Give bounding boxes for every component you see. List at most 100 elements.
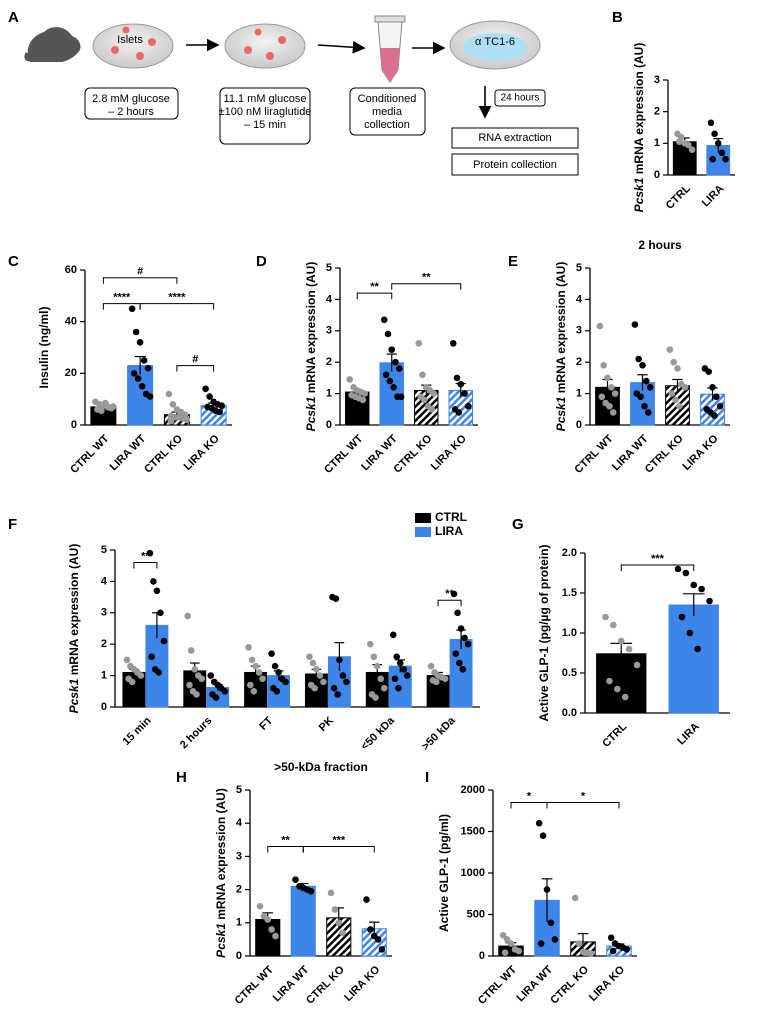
data-point — [216, 408, 223, 416]
data-point — [537, 940, 545, 947]
data-point — [193, 691, 200, 698]
data-point — [455, 409, 463, 416]
y-tick-label: 2 — [576, 356, 582, 368]
y-axis-label: Pcsk1 mRNA expression (AU) — [632, 43, 646, 213]
mouse-icon — [24, 27, 81, 62]
y-tick-label: 1 — [101, 670, 107, 682]
legend-label: CTRL — [435, 510, 467, 524]
data-point — [165, 390, 173, 398]
y-tick-label: 1500 — [461, 825, 485, 837]
y-axis-label: Pcsk1 mRNA expression (AU) — [214, 788, 228, 958]
data-point — [637, 393, 644, 401]
y-axis-label-text: mRNA expression (AU) — [304, 262, 318, 394]
y-tick-label: 0 — [479, 950, 485, 962]
data-point — [606, 402, 613, 410]
data-point — [273, 688, 281, 695]
y-tick-label: 1 — [654, 137, 660, 149]
y-tick-label: 1 — [326, 388, 332, 400]
data-point — [128, 678, 136, 686]
data-point — [643, 377, 650, 385]
data-point — [153, 587, 161, 595]
data-point — [674, 365, 681, 372]
y-tick-label: 4 — [326, 293, 333, 305]
data-point — [187, 647, 195, 654]
y-tick-label: 0 — [71, 419, 77, 431]
bar — [290, 885, 316, 957]
data-point — [430, 390, 438, 397]
data-point — [454, 609, 461, 617]
data-point — [363, 896, 370, 903]
x-tick-label: CTRL — [600, 720, 629, 749]
data-point — [644, 409, 652, 416]
step-text: 2.8 mM glucose — [92, 93, 170, 105]
data-point — [268, 650, 275, 657]
significance-label: **** — [168, 291, 186, 303]
data-point — [320, 678, 327, 686]
data-point — [543, 886, 551, 893]
data-point — [633, 661, 641, 669]
significance-label: *** — [332, 834, 346, 846]
data-point — [609, 947, 617, 955]
y-tick-label: 2 — [326, 356, 332, 368]
data-point — [334, 691, 341, 698]
x-tick-label: CTRL WT — [572, 433, 616, 477]
data-point — [384, 330, 392, 338]
data-point — [694, 645, 701, 653]
x-tick-label: LIRA KO — [342, 963, 382, 1003]
y-tick-label: 5 — [236, 784, 242, 796]
data-point — [184, 612, 192, 620]
data-point — [264, 916, 272, 923]
data-point — [600, 362, 607, 369]
data-point — [646, 384, 654, 391]
tube-liquid — [380, 48, 400, 82]
data-point — [452, 650, 460, 657]
significance-bracket — [356, 292, 393, 300]
y-tick-label: 40 — [65, 316, 77, 328]
data-point — [709, 384, 716, 391]
x-tick-label: CTRL WT — [476, 964, 520, 1008]
data-point — [380, 316, 388, 324]
data-point — [391, 675, 399, 683]
x-tick-label: CTRL — [664, 182, 693, 211]
data-point — [252, 662, 259, 670]
data-point — [415, 340, 423, 347]
step-text: 11.1 mM glucose — [224, 93, 307, 105]
step-text: media — [372, 106, 403, 118]
data-point — [272, 932, 279, 940]
data-point — [713, 393, 720, 401]
data-point — [707, 119, 715, 127]
y-axis-label-text: mRNA expression (AU) — [554, 262, 568, 394]
data-point — [316, 672, 324, 679]
step-box — [451, 153, 579, 176]
data-point — [670, 358, 677, 366]
step-box — [219, 87, 311, 145]
data-point — [461, 390, 468, 397]
x-tick-label: CTRL KO — [643, 432, 686, 475]
data-point — [602, 613, 609, 621]
panel-label: B — [612, 9, 623, 26]
step-text: – 15 min — [244, 119, 286, 131]
data-point — [160, 637, 168, 645]
data-point — [674, 565, 682, 573]
step-box — [494, 89, 546, 107]
data-point — [714, 140, 722, 147]
data-point — [259, 675, 266, 683]
x-tick-label: PK — [317, 715, 336, 734]
significance-label: ** — [141, 550, 150, 562]
data-point — [547, 919, 555, 927]
data-point — [102, 399, 109, 407]
y-tick-label: 4 — [236, 817, 243, 829]
x-tick-label: LIRA KO — [587, 963, 627, 1003]
data-point — [206, 393, 213, 400]
y-axis-label-text: Insulin (ng/ml) — [37, 307, 51, 389]
y-tick-label: 2.0 — [562, 547, 577, 559]
data-point — [327, 889, 335, 897]
y-tick-label: 20 — [65, 367, 77, 379]
data-point — [631, 321, 639, 328]
step-text: – 2 hours — [108, 106, 154, 118]
data-point — [427, 662, 435, 670]
significance-bracket — [267, 845, 304, 853]
data-point — [339, 672, 347, 679]
chart-title: >50-kDa fraction — [274, 760, 368, 774]
data-point — [367, 926, 374, 933]
